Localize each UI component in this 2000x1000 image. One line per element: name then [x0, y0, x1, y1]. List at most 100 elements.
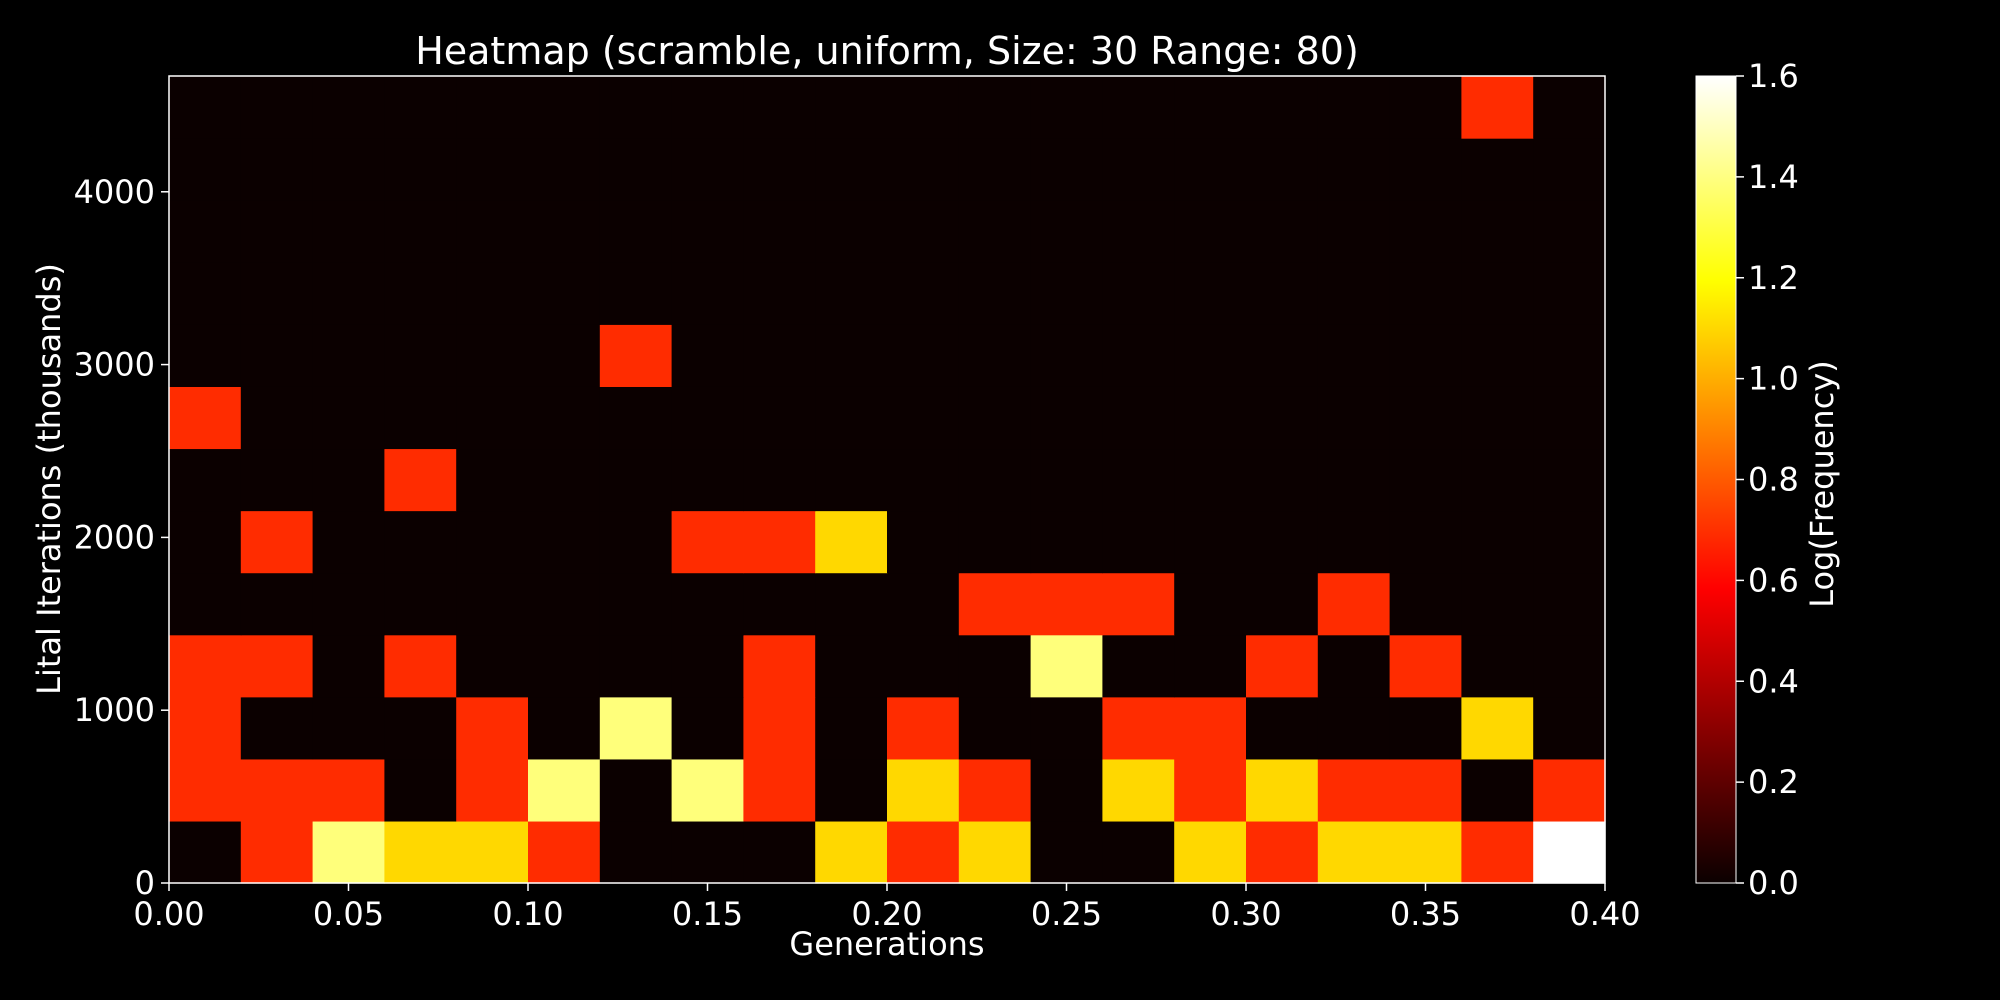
heatmap-cell — [958, 200, 1032, 263]
heatmap-cell — [240, 138, 314, 201]
heatmap-cell — [240, 510, 314, 574]
heatmap-cell — [169, 448, 242, 512]
x-tick-label: 0.15 — [672, 895, 743, 933]
heatmap-cell — [528, 262, 601, 325]
heatmap-cell — [1461, 200, 1534, 263]
heatmap-cell — [743, 200, 816, 263]
heatmap-cell — [1461, 386, 1534, 450]
heatmap-cell — [1246, 572, 1319, 636]
x-axis-label: Generations — [789, 925, 984, 963]
heatmap-cell — [1389, 572, 1462, 636]
heatmap-cell — [1389, 324, 1462, 387]
heatmap-cell — [1030, 76, 1103, 139]
colorbar-axis: 0.0 0.2 0.4 0.6 0.8 1.0 1.2 1.4 1.6 — [1736, 57, 1799, 902]
heatmap-cell — [456, 386, 529, 450]
heatmap-cell — [384, 758, 457, 822]
heatmap-cell — [1174, 696, 1247, 760]
heatmap-cell — [958, 696, 1032, 760]
heatmap-cell — [1389, 758, 1462, 822]
heatmap-cell — [1246, 448, 1319, 512]
heatmap-cell — [1174, 634, 1247, 698]
heatmap-cell — [743, 324, 816, 387]
heatmap-cell — [958, 820, 1032, 884]
heatmap-cell — [456, 324, 529, 387]
heatmap-cell — [1030, 200, 1103, 263]
x-tick-label: 0.00 — [133, 895, 204, 933]
heatmap-cell — [743, 634, 816, 698]
heatmap-cell — [1533, 448, 1606, 512]
heatmap-cell — [1102, 386, 1175, 450]
heatmap-cell — [671, 820, 744, 884]
heatmap-cell — [1174, 324, 1247, 387]
heatmap-cell — [312, 634, 385, 698]
y-axis-label: Lital Iterations (thousands) — [30, 263, 68, 695]
heatmap-cell — [456, 448, 529, 512]
x-tick-label: 0.30 — [1210, 895, 1281, 933]
heatmap-cell — [1461, 572, 1534, 636]
heatmap-cell — [312, 448, 385, 512]
heatmap-cell — [169, 138, 242, 201]
heatmap-cell — [1533, 820, 1606, 884]
heatmap-cell — [958, 510, 1032, 574]
heatmap-cell — [1461, 448, 1534, 512]
colorbar-tick-label: 1.4 — [1748, 158, 1799, 196]
heatmap-cell — [1317, 76, 1391, 139]
heatmap-cell — [240, 448, 314, 512]
heatmap-cell — [1102, 696, 1175, 760]
heatmap-cell — [1030, 820, 1103, 884]
heatmap-cell — [1030, 386, 1103, 450]
colorbar — [1695, 75, 1737, 884]
heatmap-cell — [384, 820, 457, 884]
heatmap-cell — [456, 510, 529, 574]
heatmap-cell — [384, 324, 457, 387]
heatmap-cell — [1030, 634, 1103, 698]
heatmap-cell — [240, 820, 314, 884]
heatmap-cell — [599, 76, 673, 139]
x-tick-label: 0.05 — [313, 895, 384, 933]
heatmap-cell — [1461, 262, 1534, 325]
heatmap-cell — [240, 76, 314, 139]
heatmap-cell — [1461, 138, 1534, 201]
heatmap-cell — [671, 138, 744, 201]
heatmap-cell — [1317, 510, 1391, 574]
heatmap-cell — [1317, 820, 1391, 884]
heatmap-cell — [1461, 758, 1534, 822]
heatmap-cell — [169, 386, 242, 450]
heatmap-cell — [169, 324, 242, 387]
heatmap-cell — [456, 262, 529, 325]
heatmap-cell — [384, 448, 457, 512]
heatmap-cell — [1246, 386, 1319, 450]
heatmap-cell — [1174, 76, 1247, 139]
heatmap-cell — [1246, 138, 1319, 201]
heatmap-cell — [743, 820, 816, 884]
heatmap-cell — [599, 572, 673, 636]
heatmap-cell — [1246, 758, 1319, 822]
heatmap-cell — [887, 262, 960, 325]
heatmap-cell — [1246, 262, 1319, 325]
heatmap-cell — [528, 448, 601, 512]
heatmap-cell — [887, 138, 960, 201]
heatmap-cell — [599, 820, 673, 884]
heatmap-cell — [599, 634, 673, 698]
heatmap-cell — [743, 262, 816, 325]
heatmap-cell — [312, 262, 385, 325]
heatmap-cell — [1389, 510, 1462, 574]
heatmap-cell — [240, 572, 314, 636]
heatmap-cell — [384, 262, 457, 325]
heatmap-cell — [958, 324, 1032, 387]
heatmap-cell — [815, 262, 888, 325]
heatmap-cell — [743, 696, 816, 760]
heatmap-cell — [671, 634, 744, 698]
heatmap-cell — [887, 76, 960, 139]
heatmap-cell — [528, 510, 601, 574]
heatmap-cell — [815, 386, 888, 450]
heatmap-cell — [1533, 572, 1606, 636]
heatmap-cell — [815, 572, 888, 636]
heatmap-cell — [671, 262, 744, 325]
heatmap-cell — [1533, 138, 1606, 201]
heatmap-cell — [1389, 448, 1462, 512]
heatmap-cell — [1317, 200, 1391, 263]
heatmap-cell — [671, 324, 744, 387]
heatmap-cell — [1030, 758, 1103, 822]
heatmap-cell — [815, 696, 888, 760]
